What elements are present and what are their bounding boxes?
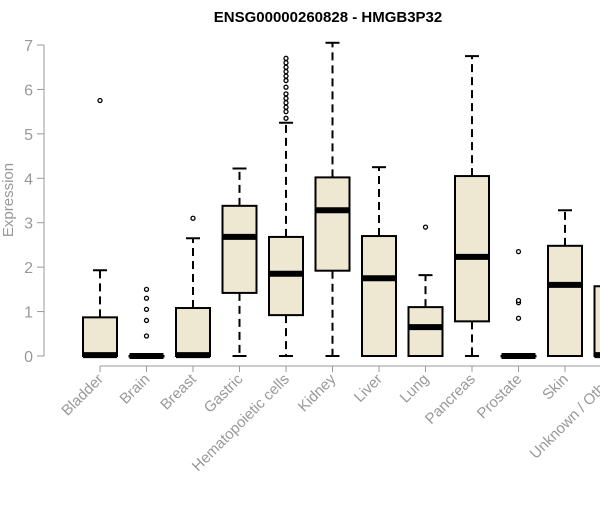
outlier-point — [284, 65, 288, 69]
y-tick-label: 4 — [24, 171, 33, 188]
outlier-point — [284, 116, 288, 120]
box-body — [362, 236, 396, 356]
y-tick-label: 3 — [24, 216, 33, 233]
outlier-point — [284, 110, 288, 114]
box-body — [223, 206, 257, 293]
outlier-point — [98, 99, 102, 103]
box-body — [83, 317, 117, 356]
outlier-point — [517, 316, 521, 320]
x-tick-label: Brain — [117, 371, 154, 408]
outlier-point — [145, 296, 149, 300]
outlier-point — [517, 250, 521, 254]
box-body — [595, 286, 600, 356]
outlier-point — [284, 61, 288, 65]
outlier-point — [424, 225, 428, 229]
box-body — [548, 246, 582, 356]
box-body — [316, 177, 350, 270]
outlier-point — [284, 85, 288, 89]
y-tick-label: 2 — [24, 260, 33, 277]
box-body — [409, 307, 443, 356]
chart-title: ENSG00000260828 - HMGB3P32 — [214, 9, 442, 26]
y-axis-label: Expression — [0, 163, 17, 237]
box-body — [455, 176, 489, 321]
y-tick-label: 1 — [24, 305, 33, 322]
x-tick-label: Gastric — [201, 370, 247, 416]
outlier-point — [145, 307, 149, 311]
x-tick-label: Pancreas — [422, 371, 479, 428]
x-tick-label: Lung — [397, 371, 433, 407]
outlier-point — [284, 74, 288, 78]
x-tick-label: Skin — [539, 371, 572, 404]
outlier-point — [145, 287, 149, 291]
box-body — [176, 308, 210, 356]
y-tick-label: 6 — [24, 82, 33, 99]
y-tick-label: 7 — [24, 38, 33, 55]
outlier-point — [284, 101, 288, 105]
outlier-point — [284, 105, 288, 109]
y-tick-label: 0 — [24, 349, 33, 366]
outlier-point — [284, 70, 288, 74]
x-tick-label: Breast — [157, 370, 200, 413]
y-tick-label: 5 — [24, 127, 33, 144]
x-tick-label: Liver — [351, 371, 386, 406]
outlier-point — [284, 79, 288, 83]
outlier-point — [145, 318, 149, 322]
outlier-point — [284, 96, 288, 100]
x-tick-label: Kidney — [295, 370, 340, 415]
outlier-point — [284, 92, 288, 96]
x-tick-label: Bladder — [58, 371, 107, 420]
outlier-point — [517, 298, 521, 302]
outlier-point — [284, 56, 288, 60]
outlier-point — [191, 216, 195, 220]
x-tick-label: Prostate — [474, 371, 526, 423]
outlier-point — [145, 334, 149, 338]
